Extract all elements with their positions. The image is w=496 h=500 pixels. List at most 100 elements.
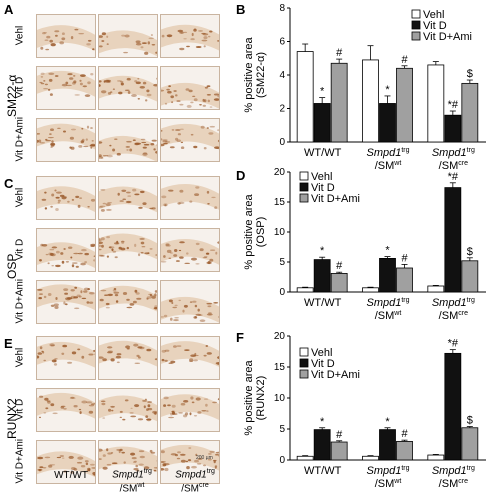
micrograph-tile — [98, 336, 158, 380]
micro-col-label-smcre: Smpd1trg /SMcre — [175, 468, 215, 495]
bar — [330, 62, 348, 143]
significance-label: * — [385, 416, 390, 428]
micrograph-tile — [160, 440, 220, 484]
y-tick-label: 10 — [274, 227, 286, 238]
significance-label: * — [385, 245, 390, 257]
x-category-label: /SMcre — [439, 160, 468, 172]
bar — [330, 272, 348, 293]
legend-label: Vehl — [311, 171, 332, 183]
significance-label: # — [336, 429, 343, 441]
micrograph-tile — [98, 228, 158, 272]
micrograph-tile — [36, 66, 96, 110]
panel-label-a: A — [4, 2, 14, 17]
legend-label: Vit D — [311, 182, 335, 194]
micrograph-tile — [36, 440, 96, 484]
y-tick-label: 10 — [274, 393, 286, 404]
x-category-label: WT/WT — [304, 297, 342, 309]
micrograph-tile — [36, 280, 96, 324]
bar — [396, 440, 413, 461]
bar — [379, 103, 396, 143]
x-category-label: /SMwt — [375, 478, 402, 490]
significance-label: # — [336, 47, 343, 59]
significance-label: $ — [467, 415, 473, 427]
significance-label: # — [401, 428, 408, 440]
significance-label: $ — [467, 246, 473, 258]
significance-label: # — [401, 54, 408, 66]
y-axis-label: % positive area — [243, 194, 255, 270]
legend-swatch — [299, 182, 309, 192]
y-tick-label: 4 — [279, 70, 285, 81]
bar — [461, 427, 479, 461]
bar — [296, 455, 314, 461]
bar — [461, 82, 479, 143]
panel-label-c: C — [4, 176, 14, 191]
micrograph-tile — [160, 118, 220, 162]
legend-swatch — [299, 193, 309, 203]
legend-swatch — [299, 358, 309, 368]
significance-label: $ — [467, 68, 473, 80]
y-tick-label: 5 — [279, 257, 285, 268]
significance-label: # — [401, 252, 408, 264]
legend-label: Vit D+Ami — [423, 31, 472, 43]
micrograph-tile — [36, 336, 96, 380]
significance-label: * — [385, 84, 390, 96]
x-category-label: Smpd1trg — [432, 147, 475, 159]
micrograph-tile — [160, 388, 220, 432]
bar — [427, 454, 445, 461]
panel-label-e: E — [4, 336, 13, 351]
significance-label: *# — [448, 171, 459, 183]
legend-swatch — [299, 171, 309, 181]
significance-label: * — [320, 86, 325, 98]
micrograph-tile — [36, 176, 96, 220]
legend-label: Vit D+Ami — [311, 193, 360, 205]
micrograph-tile — [160, 228, 220, 272]
bar — [427, 64, 445, 143]
bar — [396, 267, 413, 293]
micrograph-tile — [36, 14, 96, 58]
bar — [362, 287, 379, 293]
x-category-label: /SMwt — [375, 160, 402, 172]
legend-swatch — [411, 31, 421, 41]
legend-swatch — [411, 9, 421, 19]
bar — [362, 59, 379, 143]
bar — [296, 51, 314, 143]
y-tick-label: 0 — [279, 287, 285, 298]
x-category-label: /SMcre — [439, 310, 468, 322]
y-axis-label: (OSP) — [255, 217, 267, 248]
bar — [444, 187, 462, 293]
x-category-label: Smpd1trg — [366, 147, 409, 159]
bar — [427, 285, 445, 293]
legend-label: Vehl — [311, 347, 332, 359]
significance-label: *# — [448, 338, 459, 350]
y-tick-label: 0 — [279, 137, 285, 148]
micro-col-label-smwt: Smpd1trg /SMwt — [112, 468, 152, 495]
bar — [330, 441, 348, 461]
significance-label: * — [320, 416, 325, 428]
bar — [444, 114, 462, 143]
significance-label: * — [320, 245, 325, 257]
micrograph-tile — [98, 280, 158, 324]
y-tick-label: 5 — [279, 424, 285, 435]
micrograph-tile — [160, 14, 220, 58]
y-axis-label: (SM22-α) — [255, 52, 267, 98]
x-category-label: Smpd1trg — [366, 297, 409, 309]
micrograph-tile — [98, 66, 158, 110]
legend-label: Vit D — [311, 358, 335, 370]
y-tick-label: 15 — [274, 197, 286, 208]
panel-label-d: D — [236, 168, 246, 183]
micrograph-tile — [160, 280, 220, 324]
micrograph-tile — [98, 388, 158, 432]
bar — [362, 455, 379, 461]
legend-label: Vit D — [423, 20, 447, 32]
legend-label: Vit D+Ami — [311, 369, 360, 381]
y-tick-label: 6 — [279, 37, 285, 48]
bar — [296, 287, 314, 293]
scale-bar-label: 200 µm — [196, 455, 213, 461]
significance-label: *# — [448, 99, 459, 111]
y-tick-label: 2 — [279, 104, 285, 115]
x-category-label: WT/WT — [304, 147, 342, 159]
y-axis-label: % positive area — [243, 37, 255, 113]
micrograph-tile — [160, 336, 220, 380]
y-axis-label: % positive area — [243, 360, 255, 436]
